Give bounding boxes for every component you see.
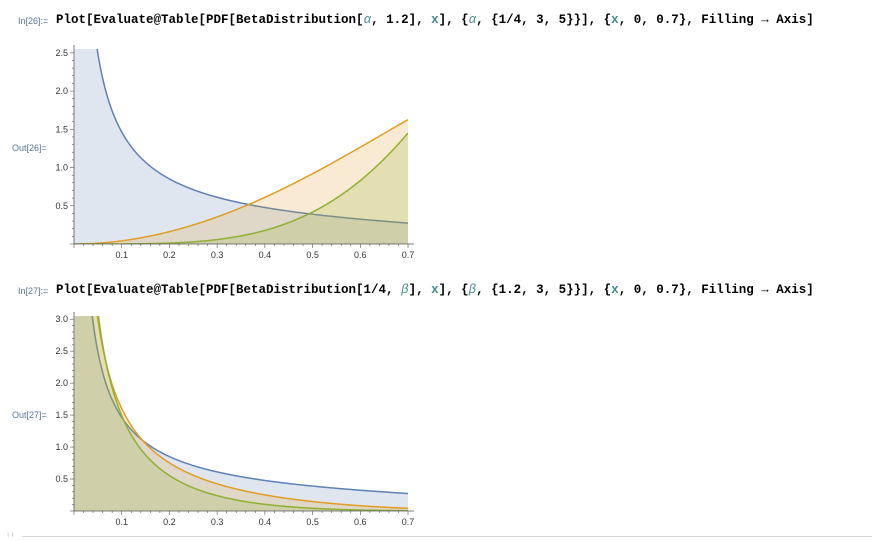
series-line-0 <box>91 316 408 495</box>
code-token: x <box>611 283 619 297</box>
x-tick-label: 0.4 <box>259 517 272 527</box>
x-tick-label: 0.5 <box>306 250 319 260</box>
series-line-1 <box>96 316 408 510</box>
y-tick-label: 1.5 <box>55 124 68 134</box>
x-tick-label: 0.4 <box>259 250 272 260</box>
y-tick-label: 3.0 <box>55 314 68 324</box>
y-tick-label: 2.0 <box>55 86 68 96</box>
x-tick-label: 0.6 <box>354 250 367 260</box>
beta-plot-beta[interactable]: 0.1 0.2 0.3 0.4 0.5 0.6 0.7 0.5 1.0 1.5 2.0 2.5 3.0 <box>40 307 460 532</box>
y-tick-label: 2.5 <box>55 346 68 356</box>
input-code-27[interactable]: Plot[Evaluate@Table[PDF[BetaDistribution… <box>56 283 814 297</box>
series-line-1 <box>75 118 408 244</box>
series-fill-0 <box>74 316 408 511</box>
code-token: β <box>401 283 409 297</box>
code-token: , 0, 0.7}, Filling → Axis] <box>618 13 814 27</box>
series-fill-1 <box>74 119 408 244</box>
series-fill-2 <box>74 316 408 511</box>
code-token: ], { <box>438 13 469 27</box>
x-tick-label: 0.7 <box>402 517 415 527</box>
output-label-27: Out[27]= <box>12 410 47 420</box>
y-tick-label: 0.5 <box>55 474 68 484</box>
code-token: x <box>611 13 619 27</box>
y-tick-label: 2.0 <box>55 378 68 388</box>
x-tick-label: 0.3 <box>211 517 224 527</box>
input-label-27: In[27]:= <box>18 286 49 296</box>
code-token: α <box>363 13 372 27</box>
series-line-0 <box>96 49 408 224</box>
x-tick-label: 0.3 <box>211 250 224 260</box>
code-token: ], { <box>438 283 469 297</box>
code-token: ], <box>408 283 432 297</box>
y-tick-label: 1.5 <box>55 410 68 420</box>
notebook-divider <box>22 536 872 537</box>
input-code-26[interactable]: Plot[Evaluate@Table[PDF[BetaDistribution… <box>56 13 814 27</box>
x-tick-label: 0.7 <box>402 250 415 260</box>
x-tick-label: 0.5 <box>306 517 319 527</box>
x-tick-label: 0.2 <box>163 250 176 260</box>
beta-plot-alpha[interactable]: 0.1 0.2 0.3 0.4 0.5 0.6 0.7 0.5 1.0 1.5 2.0 2.5 <box>40 40 460 265</box>
code-token: , {1/4, 3, 5}}], { <box>476 13 612 27</box>
series-fill-0 <box>74 49 408 244</box>
series-fill-2 <box>74 133 408 244</box>
code-token: Plot[Evaluate@Table[PDF[BetaDistribution… <box>56 283 402 297</box>
output-label-26: Out[26]= <box>12 143 47 153</box>
x-tick-label: 0.6 <box>354 517 367 527</box>
code-token: β <box>468 283 477 297</box>
series-line-2 <box>97 316 408 511</box>
code-token: Plot[Evaluate@Table[PDF[BetaDistribution… <box>56 13 364 27</box>
x-tick-label: 0.2 <box>163 517 176 527</box>
x-tick-label: 0.1 <box>115 517 128 527</box>
code-token: α <box>468 13 477 27</box>
code-token: x <box>431 13 439 27</box>
code-token: x <box>431 283 439 297</box>
y-tick-label: 2.5 <box>55 48 68 58</box>
x-tick-label: 0.1 <box>115 250 128 260</box>
code-token: , {1.2, 3, 5}}], { <box>476 283 612 297</box>
input-label-26: In[26]:= <box>18 16 49 26</box>
code-token: , 1.2], <box>371 13 432 27</box>
y-tick-label: 1.0 <box>55 442 68 452</box>
code-token: , 0, 0.7}, Filling → Axis] <box>618 283 814 297</box>
cell-bracket-icon: ╵╵ <box>6 534 15 541</box>
y-tick-label: 0.5 <box>55 201 68 211</box>
y-tick-label: 1.0 <box>55 163 68 173</box>
series-fill-1 <box>74 316 408 511</box>
